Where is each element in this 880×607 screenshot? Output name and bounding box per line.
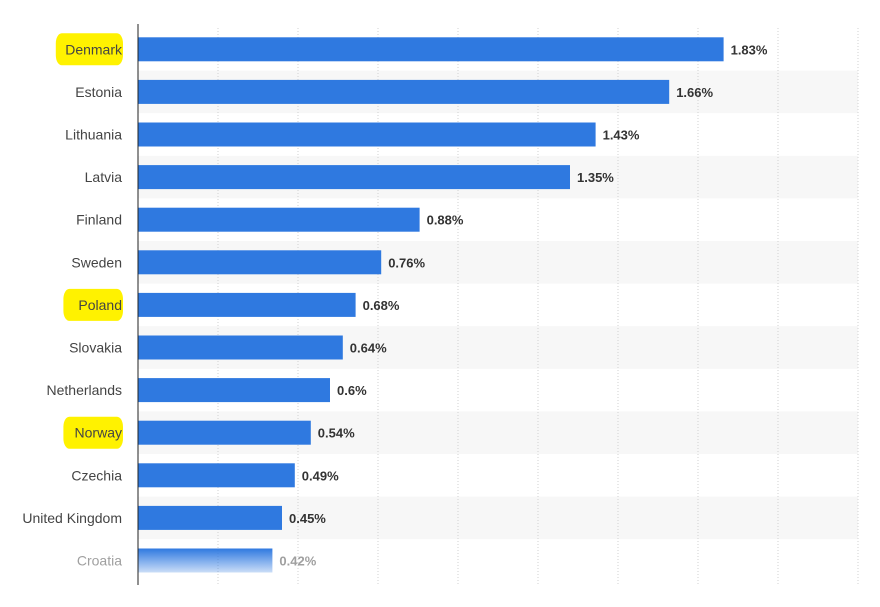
value-label-estonia: 1.66%	[676, 85, 713, 100]
category-label-united-kingdom: United Kingdom	[22, 510, 122, 526]
value-label-latvia: 1.35%	[577, 170, 614, 185]
value-label-norway: 0.54%	[318, 426, 355, 441]
value-label-czechia: 0.49%	[302, 468, 339, 483]
category-label-poland: Poland	[78, 297, 122, 313]
highlight-norway	[63, 416, 123, 449]
category-label-netherlands: Netherlands	[47, 382, 123, 398]
category-label-estonia: Estonia	[75, 84, 122, 100]
value-label-lithuania: 1.43%	[603, 128, 640, 143]
value-labels: 1.83% 1.66% 1.43% 1.35% 0.88% 0.76% 0.68% 0.64%…	[279, 42, 768, 568]
highlight-poland	[63, 288, 123, 321]
value-label-netherlands: 0.6%	[337, 383, 367, 398]
bar-norway	[138, 420, 311, 445]
bar-denmark	[138, 37, 724, 62]
bar-united-kingdom	[138, 505, 282, 530]
bar-sweden	[138, 250, 382, 275]
category-label-denmark: Denmark	[65, 41, 123, 57]
bar-czechia	[138, 463, 295, 488]
bar-lithuania	[138, 122, 596, 147]
category-label-slovakia: Slovakia	[69, 340, 122, 356]
category-label-latvia: Latvia	[85, 169, 123, 185]
category-label-czechia: Czechia	[71, 467, 122, 483]
category-label-croatia: Croatia	[77, 553, 122, 569]
value-label-sweden: 0.76%	[388, 255, 425, 270]
bar-slovakia	[138, 335, 343, 360]
highlight-denmark	[55, 33, 123, 66]
bar-croatia	[138, 548, 273, 573]
bar-latvia	[138, 165, 570, 190]
bars	[138, 37, 724, 573]
category-label-sweden: Sweden	[71, 254, 122, 270]
value-label-poland: 0.68%	[363, 298, 400, 313]
category-label-norway: Norway	[75, 425, 122, 441]
value-label-denmark: 1.83%	[731, 42, 768, 57]
value-label-finland: 0.88%	[427, 213, 464, 228]
bar-netherlands	[138, 378, 330, 403]
highlight-marks	[55, 33, 123, 449]
value-label-slovakia: 0.64%	[350, 341, 387, 356]
value-label-croatia: 0.42%	[279, 554, 316, 569]
category-labels: Denmark Estonia Lithuania Latvia Finland Swed…	[22, 41, 123, 568]
value-label-united-kingdom: 0.45%	[289, 511, 326, 526]
category-label-lithuania: Lithuania	[65, 127, 122, 143]
bar-poland	[138, 292, 356, 317]
bar-estonia	[138, 79, 670, 104]
bar-finland	[138, 207, 420, 232]
category-label-finland: Finland	[76, 212, 122, 228]
